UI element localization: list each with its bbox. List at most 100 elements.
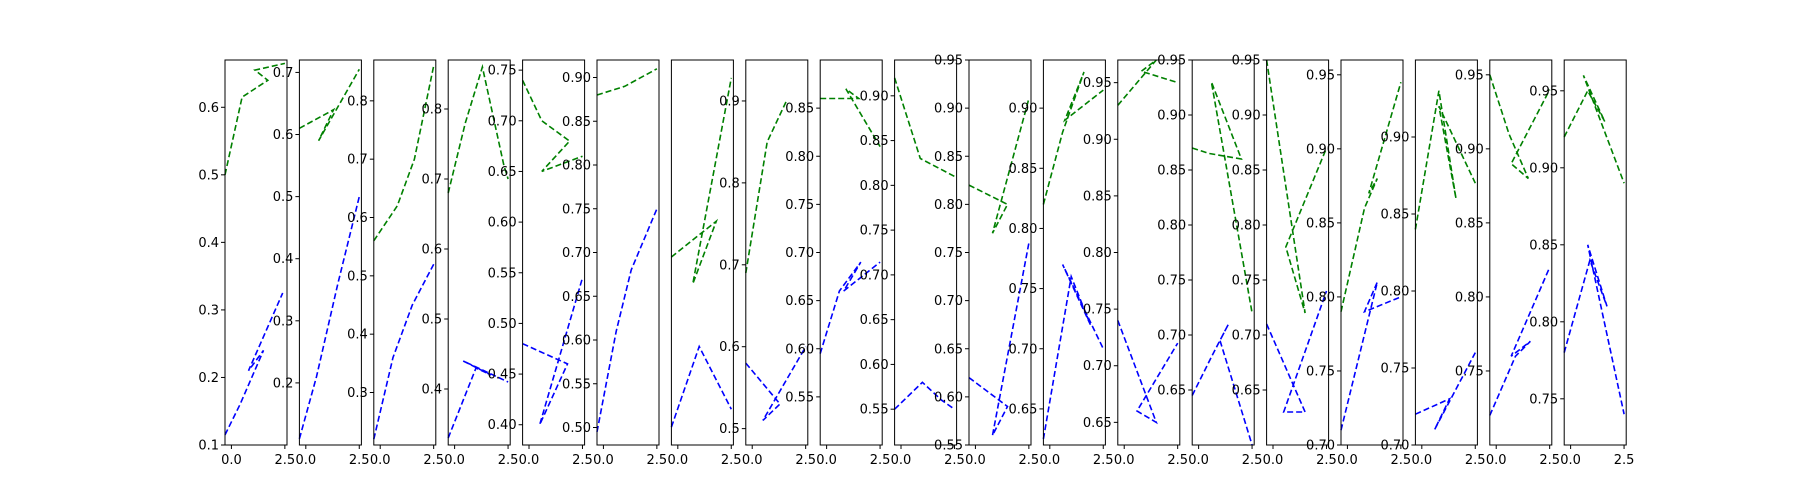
ytick-label: 0.65	[488, 165, 517, 180]
ytick-label: 0.75	[1455, 364, 1484, 379]
ytick-label: 0.80	[1306, 290, 1335, 305]
ytick-label: 0.80	[1380, 285, 1409, 300]
series-line-18-2	[1489, 266, 1551, 416]
ytick-label: 0.95	[934, 54, 963, 69]
ytick-label: 0.9	[719, 94, 740, 109]
ytick-label: 0.75	[934, 246, 963, 261]
series-line-19-1	[1563, 75, 1625, 184]
axes-frame	[819, 59, 883, 446]
ytick-label: 0.80	[1529, 315, 1558, 330]
subplot-13: 0.650.700.750.800.850.900.950.0 2.5	[1083, 59, 1188, 468]
axes-frame	[1414, 59, 1478, 446]
ytick-label: 0.60	[562, 334, 591, 349]
ytick-label: 0.1	[198, 439, 219, 454]
subplot-2: 0.20.30.40.50.60.70.0 2.5	[273, 59, 370, 468]
xtick-label: 2.5	[1242, 453, 1263, 468]
subplot-17: 0.700.750.800.850.900.0 2.5	[1380, 59, 1486, 468]
ytick-label: 0.7	[719, 258, 740, 273]
ytick-label: 0.5	[198, 168, 219, 183]
ytick-label: 0.85	[934, 150, 963, 165]
ytick-label: 0.85	[1455, 216, 1484, 231]
ytick-label: 0.70	[1157, 329, 1186, 344]
axes-frame	[1266, 59, 1330, 446]
ytick-label: 0.90	[1529, 161, 1558, 176]
ytick-label: 0.50	[562, 421, 591, 436]
ytick-label: 0.80	[860, 179, 889, 194]
ytick-label: 0.80	[1083, 246, 1112, 261]
ytick-label: 0.80	[562, 159, 591, 174]
ytick-label: 0.85	[1157, 164, 1186, 179]
ytick-label: 0.80	[1232, 219, 1261, 234]
axes-frame	[447, 59, 511, 446]
ytick-label: 0.80	[1008, 222, 1037, 237]
xtick-label: 0.0	[1263, 453, 1284, 468]
series-line-16-1	[1340, 81, 1402, 312]
ytick-label: 0.75	[860, 224, 889, 239]
xtick-label: 0.0	[667, 453, 688, 468]
axes-frame	[1340, 59, 1404, 446]
ytick-label: 0.95	[1232, 54, 1261, 69]
ytick-label: 0.70	[1008, 342, 1037, 357]
ytick-label: 0.85	[1306, 216, 1335, 231]
series-line-12-2	[1042, 264, 1105, 440]
series-line-10-1	[893, 77, 955, 178]
series-line-16-2	[1340, 281, 1402, 431]
xtick-label: 2.5	[1167, 453, 1188, 468]
xtick-label: 2.5	[795, 453, 816, 468]
series-line-11-1	[968, 98, 1030, 234]
ytick-label: 0.55	[562, 377, 591, 392]
subplot-8: 0.50.60.70.80.90.0 2.5	[719, 59, 816, 468]
xtick-label: 2.5	[349, 453, 370, 468]
subplot-14: 0.650.700.750.800.850.900.950.0 2.5	[1157, 54, 1262, 469]
xtick-label: 2.5	[1316, 453, 1337, 468]
ytick-label: 0.2	[273, 376, 294, 391]
ytick-label: 0.75	[1529, 392, 1558, 407]
ytick-label: 0.55	[860, 403, 889, 418]
xtick-label: 0.0	[965, 453, 986, 468]
axes-frame	[1191, 59, 1255, 446]
axes-frame	[894, 59, 958, 446]
ytick-label: 0.55	[488, 266, 517, 281]
ytick-label: 0.90	[1083, 133, 1112, 148]
ytick-label: 0.70	[1232, 329, 1261, 344]
axes-frame	[968, 59, 1032, 446]
subplot-1: 0.1 0.2 0.3 0.4 0.5 0.6 0.0 2.5	[198, 59, 295, 468]
ytick-label: 0.65	[785, 294, 814, 309]
series-line-2-1	[299, 68, 360, 142]
xtick-label: 2.5	[1391, 453, 1412, 468]
ytick-label: 0.75	[785, 198, 814, 213]
xtick-label: 2.5	[1465, 453, 1486, 468]
ytick-label: 0.4	[198, 236, 219, 251]
ytick-label: 0.7	[422, 173, 443, 188]
xtick-label: 2.5	[1539, 453, 1560, 468]
ytick-label: 0.85	[860, 134, 889, 149]
ytick-label: 0.6	[347, 211, 368, 226]
xtick-label: 2.5	[1019, 453, 1040, 468]
xtick-label: 2.5	[1093, 453, 1114, 468]
ytick-label: 0.90	[1455, 142, 1484, 157]
xtick-label: 0.0	[221, 453, 242, 468]
ytick-label: 0.6	[273, 128, 294, 143]
xtick-label: 2.5	[944, 453, 965, 468]
subplot-19: 0.750.800.850.900.950.0 2.5	[1529, 59, 1634, 468]
series-line-17-1	[1414, 90, 1477, 230]
axes-frame	[1042, 59, 1106, 446]
ytick-label: 0.8	[422, 103, 443, 118]
ytick-label: 0.70	[1083, 359, 1112, 374]
ytick-label: 0.75	[1008, 282, 1037, 297]
series-line-9-1	[820, 88, 881, 148]
ytick-label: 0.80	[785, 150, 814, 165]
subplot-9: 0.550.600.650.700.750.800.850.0 2.5	[785, 59, 890, 468]
ytick-label: 0.60	[488, 216, 517, 231]
ytick-label: 0.3	[347, 386, 368, 401]
ytick-label: 0.55	[785, 390, 814, 405]
axes-frame	[745, 59, 809, 446]
series-line-9-2	[819, 261, 881, 354]
ytick-label: 0.2	[198, 371, 219, 386]
series-line-15-2	[1265, 290, 1328, 413]
ytick-label: 0.4	[422, 383, 443, 398]
ytick-label: 0.6	[198, 101, 219, 116]
xtick-label: 2.5	[647, 453, 668, 468]
series-line-3-1	[373, 65, 435, 242]
